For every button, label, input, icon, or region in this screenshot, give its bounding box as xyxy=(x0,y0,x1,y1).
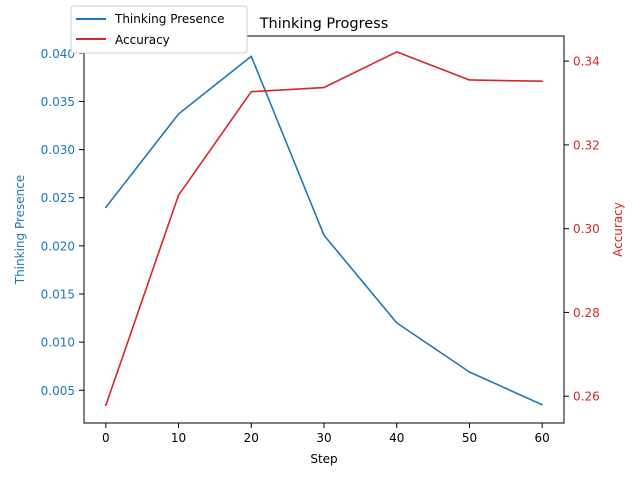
series-line-thinking-presence xyxy=(105,55,543,406)
x-tick-label: 0 xyxy=(102,431,110,445)
legend-label-thinking-presence: Thinking Presence xyxy=(114,12,225,26)
series-layer xyxy=(105,51,543,407)
y-left-tick-label: 0.040 xyxy=(41,47,75,61)
y-left-tick-label: 0.020 xyxy=(41,239,75,253)
y-axis-right-label: Accuracy xyxy=(611,202,625,257)
y-left-tick-label: 0.015 xyxy=(41,288,75,302)
y-left-tick-label: 0.025 xyxy=(41,191,75,205)
y-right-tick-label: 0.28 xyxy=(573,306,600,320)
y-axis-left-label: Thinking Presence xyxy=(13,175,27,286)
y-right-tick-label: 0.26 xyxy=(573,390,600,404)
y-right-tick-label: 0.30 xyxy=(573,222,600,236)
y-left-tick-label: 0.010 xyxy=(41,336,75,350)
x-tick-label: 10 xyxy=(171,431,186,445)
y-axis-right: 0.26 0.28 0.30 0.32 0.34 xyxy=(564,55,600,404)
x-tick-label: 40 xyxy=(389,431,404,445)
y-left-tick-label: 0.030 xyxy=(41,143,75,157)
x-axis: 0 10 20 30 40 50 60 xyxy=(102,423,550,445)
y-right-tick-label: 0.32 xyxy=(573,138,600,152)
x-tick-label: 60 xyxy=(535,431,550,445)
x-tick-label: 20 xyxy=(244,431,259,445)
y-left-tick-label: 0.005 xyxy=(41,384,75,398)
y-left-tick-label: 0.035 xyxy=(41,95,75,109)
x-tick-label: 30 xyxy=(316,431,331,445)
legend: Thinking Presence Accuracy xyxy=(70,5,248,54)
x-tick-label: 50 xyxy=(462,431,477,445)
y-axis-left: 0.005 0.010 0.015 0.020 0.025 0.030 0.035 0.040 xyxy=(41,47,84,398)
legend-label-accuracy: Accuracy xyxy=(115,33,170,47)
y-right-tick-label: 0.34 xyxy=(573,55,600,69)
chart-title: Thinking Progress xyxy=(259,16,389,32)
series-line-accuracy xyxy=(105,51,543,407)
legend-box xyxy=(70,5,248,54)
x-axis-label: Step xyxy=(310,452,337,466)
